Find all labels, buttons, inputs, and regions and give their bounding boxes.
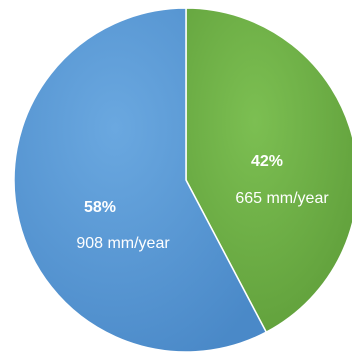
slice-value-label-green: 665 mm/year [235, 190, 329, 207]
pie-slice-blue [13, 7, 268, 353]
slice-percent-label-blue: 58% [84, 199, 116, 216]
slice-value-label-blue: 908 mm/year [76, 235, 170, 252]
pie-slice-green [185, 7, 352, 334]
slice-percent-label-green: 42% [251, 153, 283, 170]
